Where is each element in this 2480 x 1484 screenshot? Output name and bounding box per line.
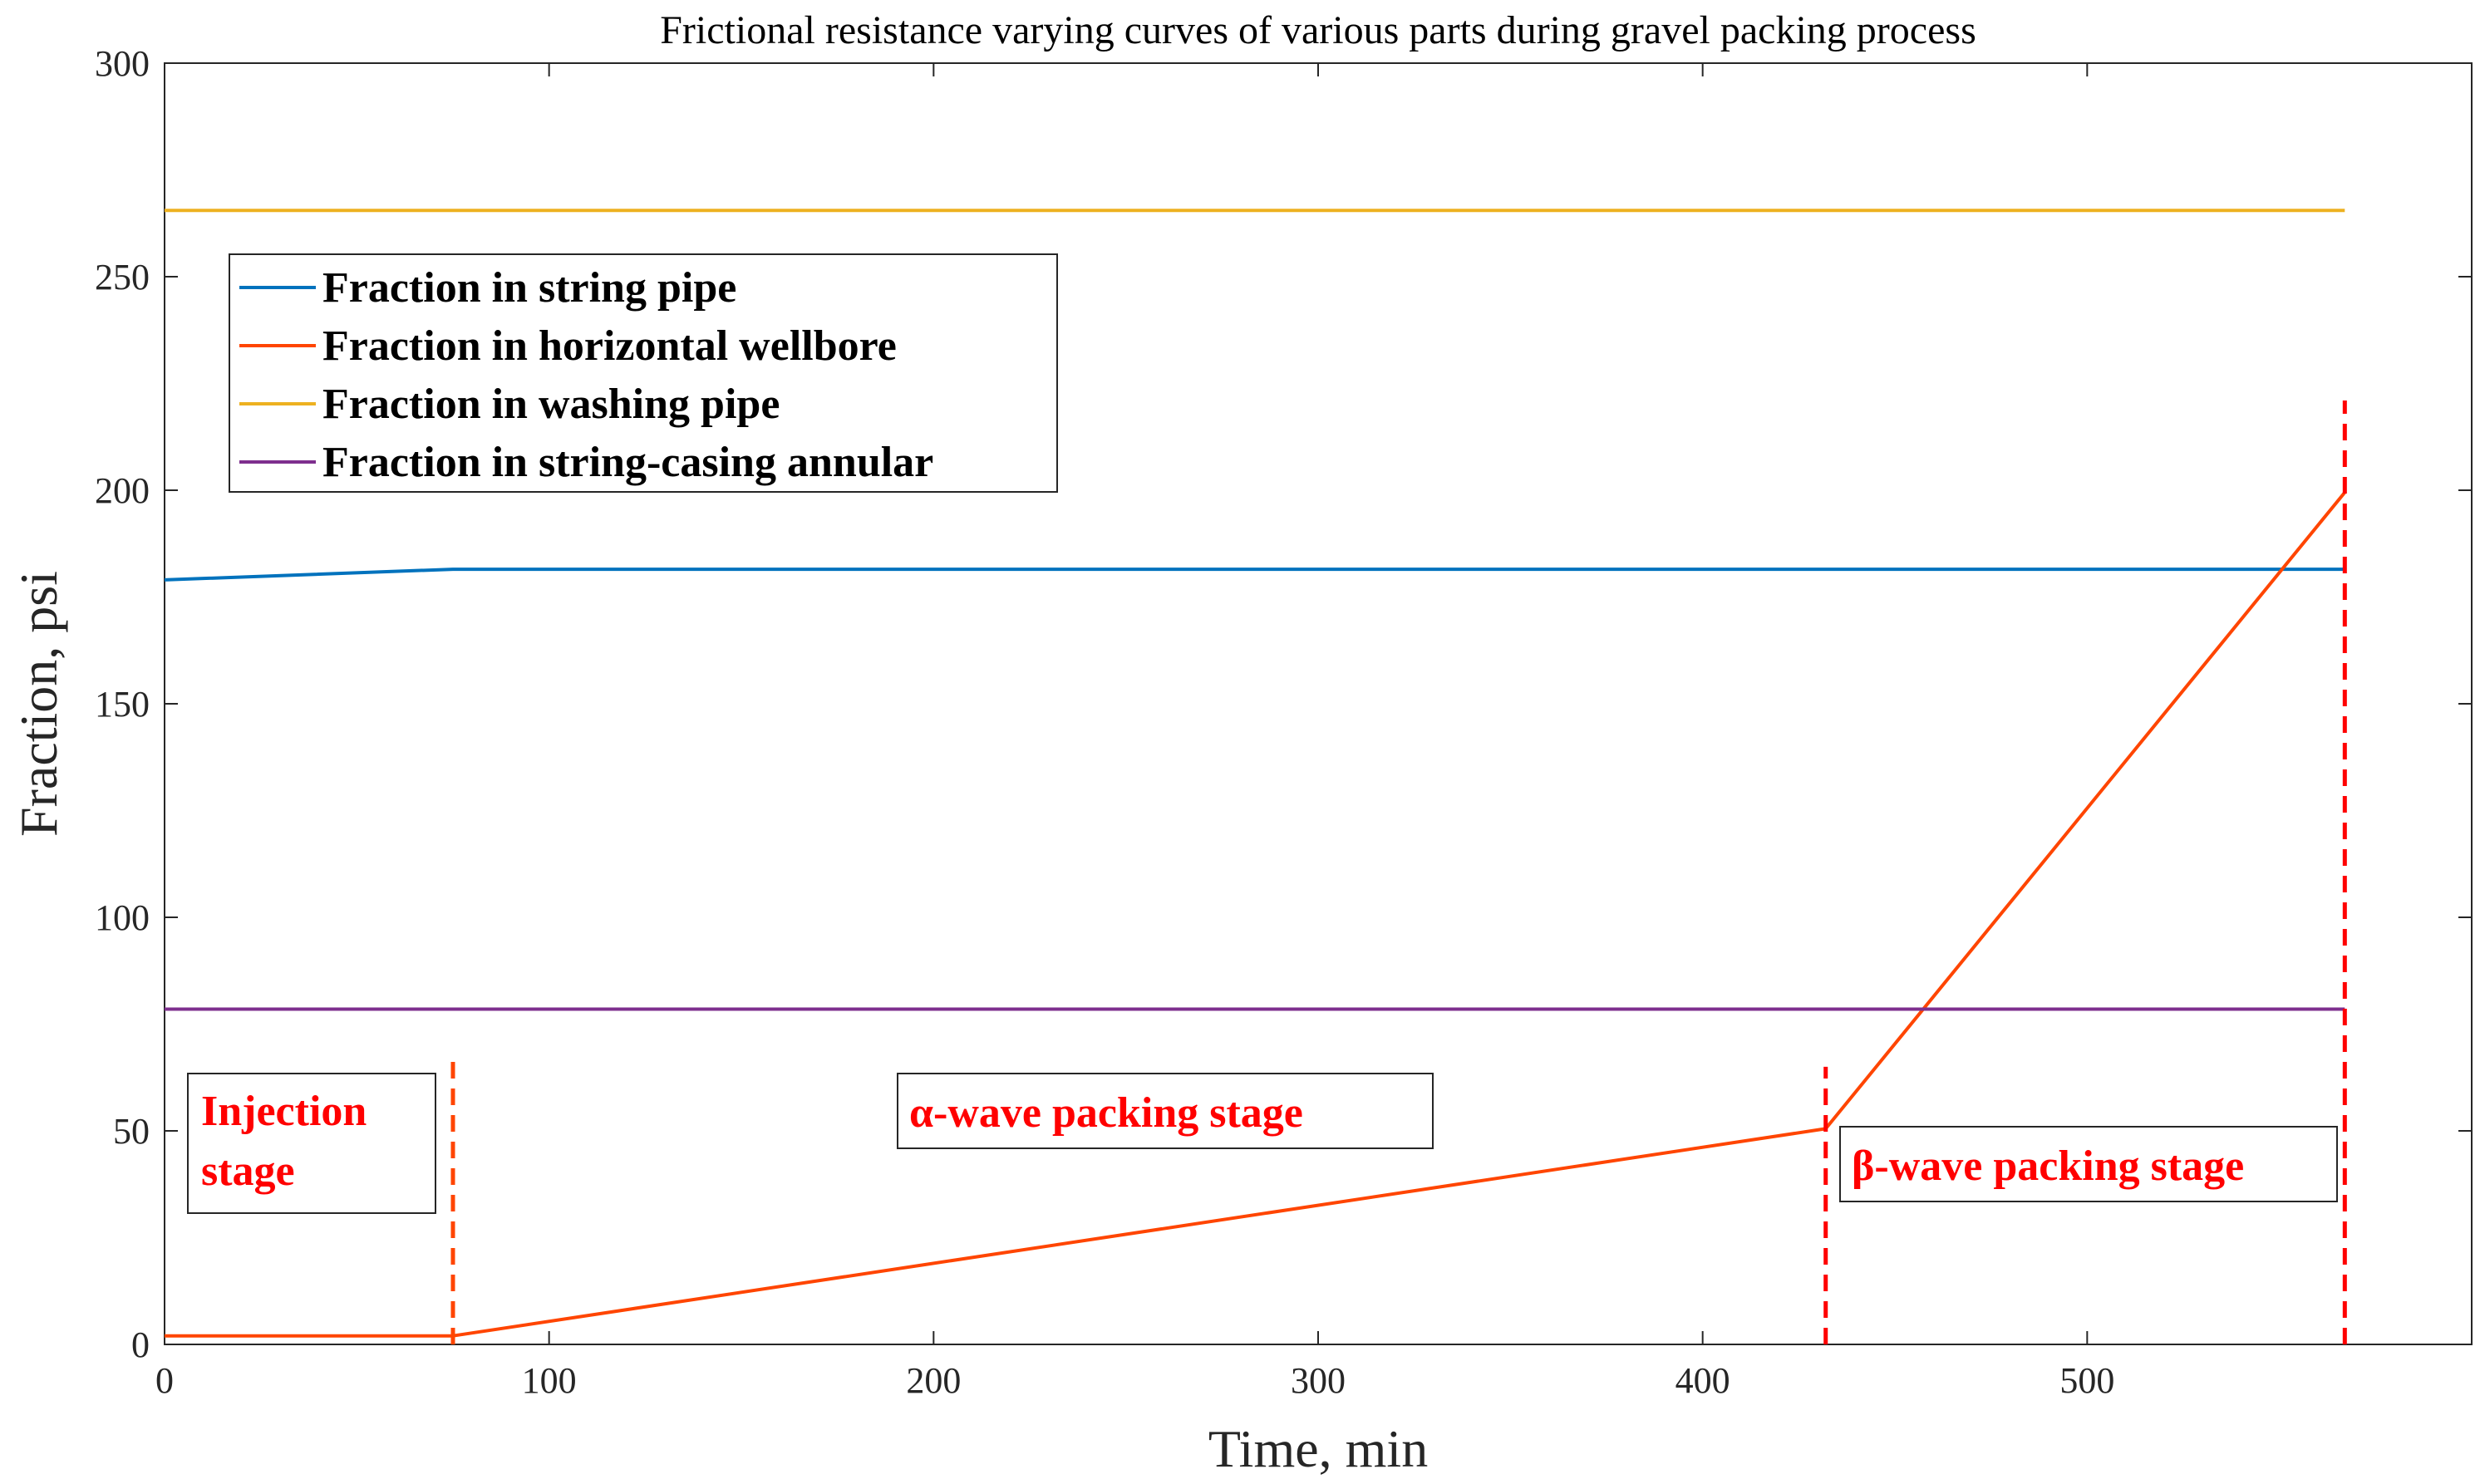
series-line-fraction-in-horizontal-wellbore: [165, 491, 2346, 1338]
annotation-injection-line-2: stage: [201, 1147, 295, 1195]
x-tick-label-200: 200: [906, 1360, 961, 1401]
annotation-alpha-stage: α-wave packing stage: [897, 1073, 1434, 1149]
legend-label-string-pipe: Fraction in string pipe: [322, 264, 736, 312]
stage-dividers: [450, 400, 2347, 1344]
chart-title: Frictional resistance varying curves of …: [660, 8, 1976, 52]
y-tick-label-300: 300: [95, 43, 150, 84]
y-tick-label-200: 200: [95, 470, 150, 511]
y-tick-label-50: 50: [113, 1111, 150, 1152]
x-tick-label-100: 100: [522, 1360, 577, 1401]
x-tick-label-300: 300: [1291, 1360, 1346, 1401]
annotation-alpha-box: [897, 1073, 1434, 1149]
x-tick-label-0: 0: [155, 1360, 174, 1401]
annotation-beta-label: β-wave packing stage: [1852, 1142, 2244, 1190]
legend-label-washing-pipe: Fraction in washing pipe: [322, 381, 780, 428]
series-line-fraction-in-string-pipe: [164, 568, 2345, 582]
x-axis-ticks: 0 100 200 300 400 500: [155, 63, 2114, 1401]
x-tick-label-400: 400: [1675, 1360, 1730, 1401]
x-axis-title: Time, min: [1208, 1419, 1428, 1478]
series-lines: [164, 209, 2346, 1338]
legend-label-horizontal-wellbore: Fraction in horizontal wellbore: [322, 322, 897, 370]
legend-box: [229, 253, 1058, 493]
legend-label-string-casing-annular: Fraction in string-casing annular: [322, 439, 933, 486]
annotation-injection-box: [187, 1073, 436, 1214]
y-tick-label-150: 150: [95, 684, 150, 725]
x-tick-label-500: 500: [2059, 1360, 2114, 1401]
annotation-beta-stage: β-wave packing stage: [1839, 1126, 2338, 1202]
legend: Fraction in string pipe Fraction in hori…: [229, 253, 1058, 493]
y-tick-label-0: 0: [131, 1324, 150, 1365]
y-tick-label-250: 250: [95, 257, 150, 297]
annotation-injection-stage: Injection stage: [187, 1073, 436, 1214]
y-axis-title: Fraction, psi: [9, 571, 68, 837]
annotation-injection-line-1: Injection: [201, 1088, 367, 1135]
y-tick-label-100: 100: [95, 897, 150, 938]
y-axis-ticks: 0 50 100 150 200 250 300: [95, 43, 2472, 1365]
annotation-beta-box: [1839, 1126, 2338, 1202]
annotation-alpha-label: α-wave packing stage: [909, 1089, 1303, 1137]
